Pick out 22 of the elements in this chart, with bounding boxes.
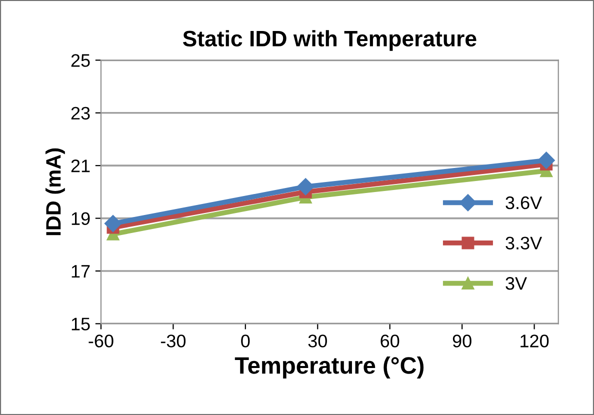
x-axis-title: Temperature (°C)	[234, 356, 424, 379]
x-tick-label: -30	[160, 334, 186, 348]
y-axis-title: IDD (mA)	[46, 148, 65, 236]
y-tick-label: 23	[71, 106, 90, 120]
x-tick-label: 60	[380, 334, 400, 348]
x-tick-label: 120	[520, 334, 549, 348]
y-tick-label: 15	[72, 318, 90, 330]
point	[104, 215, 122, 232]
y-tick-label: 19	[72, 212, 90, 226]
x-tick-label: 0	[241, 334, 250, 348]
y-tick-label: 17	[72, 265, 90, 278]
legend-label: 3.6V	[506, 196, 542, 210]
x-tick-label: -60	[88, 334, 114, 348]
legend-label: 3.3V	[506, 236, 542, 250]
legend-label: 3V	[506, 277, 527, 290]
point	[538, 152, 555, 169]
y-tick-label: 21	[71, 160, 90, 172]
point	[297, 178, 314, 196]
y-tick-label: 25	[71, 54, 90, 67]
x-tick-label: 30	[308, 334, 327, 348]
x-tick-label: 90	[452, 334, 472, 348]
chart-title: Static IDD with Temperature	[182, 30, 476, 51]
